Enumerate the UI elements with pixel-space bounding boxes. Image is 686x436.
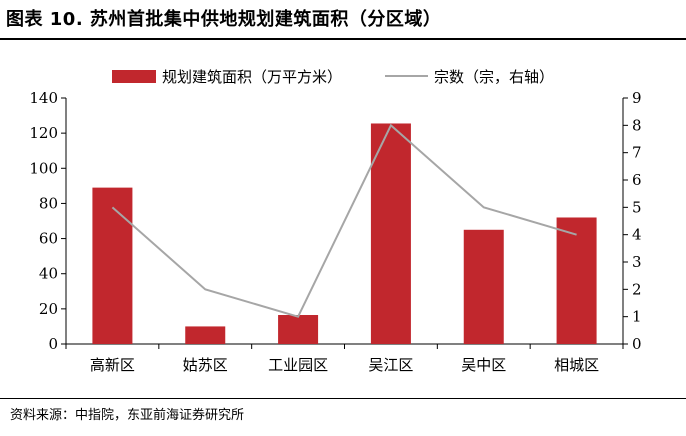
- category-label: 吴江区: [368, 356, 413, 374]
- source-note: 资料来源：中指院，东亚前海证券研究所: [10, 408, 245, 423]
- left-tick-label: 80: [39, 194, 58, 212]
- right-tick-label: 8: [632, 116, 642, 134]
- legend-bar-label: 规划建筑面积（万平方米）: [162, 68, 342, 86]
- source-rule: [0, 398, 686, 399]
- category-label: 相城区: [554, 356, 599, 374]
- chart: 0 20 40 60 80 100 120 140 0 1 2 3 4 5 6 7 8 9 高新区 姑苏区 工业园区 吴江…: [29, 68, 642, 374]
- left-tick-label: 60: [39, 230, 58, 248]
- category-label: 姑苏区: [183, 356, 228, 374]
- bar: [370, 123, 411, 344]
- title-rule: [0, 38, 686, 40]
- right-tick-label: 5: [632, 198, 642, 216]
- left-tick-label: 20: [39, 300, 58, 318]
- category-label: 工业园区: [268, 356, 328, 374]
- bar: [463, 229, 504, 344]
- bar: [92, 187, 133, 344]
- right-tick-label: 0: [632, 335, 642, 353]
- bar: [185, 326, 226, 344]
- left-tick-label: 140: [29, 89, 58, 107]
- bar: [278, 315, 319, 344]
- left-tick-label: 0: [48, 335, 58, 353]
- legend-line-label: 宗数（宗，右轴）: [434, 68, 554, 86]
- left-tick-label: 120: [29, 124, 58, 142]
- category-label: 高新区: [90, 356, 135, 374]
- category-label: 吴中区: [461, 356, 506, 374]
- right-tick-label: 1: [632, 308, 642, 326]
- left-tick-label: 40: [39, 265, 58, 283]
- left-tick-label: 100: [29, 159, 58, 177]
- right-tick-label: 7: [632, 144, 642, 162]
- right-tick-label: 9: [632, 89, 642, 107]
- line-series: [111, 123, 577, 318]
- right-tick-label: 6: [632, 171, 642, 189]
- right-tick-label: 2: [632, 280, 642, 298]
- right-tick-label: 4: [632, 226, 642, 244]
- legend-bar-swatch: [112, 70, 156, 83]
- bar: [556, 217, 597, 344]
- figure-title: 图表 10. 苏州首批集中供地规划建筑面积（分区域）: [6, 9, 442, 30]
- right-tick-label: 3: [632, 253, 642, 271]
